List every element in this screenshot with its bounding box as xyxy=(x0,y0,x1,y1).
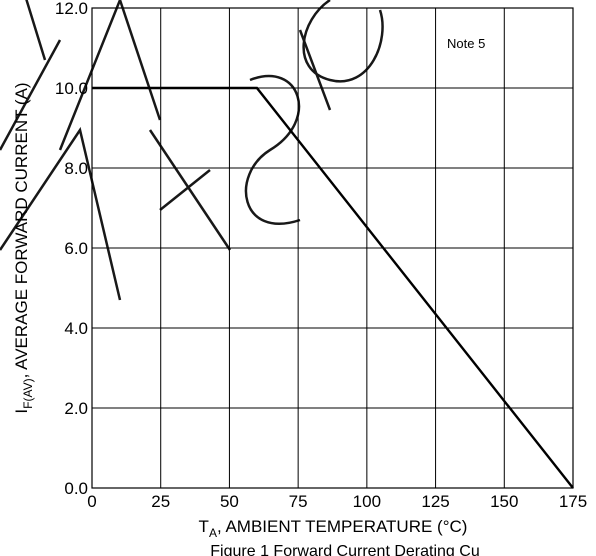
x-tick-labels: 0 25 50 75 100 125 150 175 xyxy=(87,492,587,511)
series xyxy=(92,86,574,489)
x-tick-label: 25 xyxy=(151,492,170,511)
y-tick-label: 4.0 xyxy=(64,319,88,338)
x-tick-label: 75 xyxy=(289,492,308,511)
y-axis-label-rest: , AVERAGE FORWARD CURRENT (A) xyxy=(12,82,31,378)
watermark xyxy=(0,0,384,301)
y-axis-label-main: I xyxy=(12,409,31,414)
y-tick-label: 12.0 xyxy=(55,0,88,18)
x-axis-label: TA, AMBIENT TEMPERATURE (°C) xyxy=(199,517,468,540)
note-annotation: Note 5 xyxy=(447,36,485,51)
plot-frame xyxy=(91,7,574,489)
x-axis-label-sub: A xyxy=(209,526,217,540)
y-tick-label: 10.0 xyxy=(55,79,88,98)
x-tick-label: 100 xyxy=(353,492,381,511)
series-line-1 xyxy=(92,86,574,489)
y-axis-label: IF(AV), AVERAGE FORWARD CURRENT (A) xyxy=(12,82,35,413)
y-tick-label: 0.0 xyxy=(64,479,88,498)
x-tick-label: 0 xyxy=(87,492,96,511)
x-tick-label: 150 xyxy=(490,492,518,511)
y-tick-labels: 0.0 2.0 4.0 6.0 8.0 10.0 12.0 xyxy=(55,0,88,498)
y-axis-label-sub: F(AV) xyxy=(21,378,35,408)
x-axis-label-main: T xyxy=(199,517,209,536)
grid xyxy=(91,7,574,489)
x-tick-label: 125 xyxy=(421,492,449,511)
figure-caption: Figure 1 Forward Current Derating Cu xyxy=(210,543,479,556)
y-tick-label: 2.0 xyxy=(64,399,88,418)
x-tick-label: 50 xyxy=(220,492,239,511)
y-tick-label: 6.0 xyxy=(64,239,88,258)
x-tick-label: 175 xyxy=(559,492,587,511)
x-axis-label-rest: , AMBIENT TEMPERATURE (°C) xyxy=(217,517,468,536)
y-tick-label: 8.0 xyxy=(64,159,88,178)
